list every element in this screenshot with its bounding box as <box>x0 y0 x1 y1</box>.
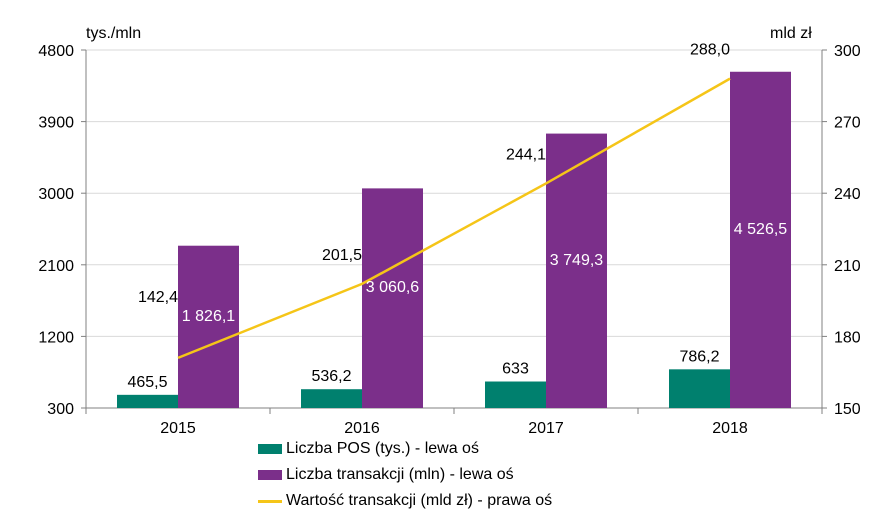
bar-pos <box>669 369 730 408</box>
data-label-transactions: 4 526,5 <box>734 221 787 238</box>
data-label-value: 244,1 <box>506 146 546 163</box>
bar-transactions <box>362 188 423 408</box>
legend-swatch-pos <box>258 444 282 454</box>
data-label-transactions: 3 749,3 <box>550 252 603 269</box>
right-tick-label: 240 <box>834 186 861 203</box>
line-series <box>177 77 731 360</box>
bar-pos <box>301 389 362 408</box>
left-axis-unit: tys./mln <box>86 25 141 42</box>
x-tick-label: 2016 <box>344 420 380 437</box>
bar-transactions <box>178 245 239 408</box>
left-tick-label: 4800 <box>38 43 74 60</box>
left-tick-label: 3900 <box>38 115 74 132</box>
data-label-transactions: 1 826,1 <box>182 308 235 325</box>
legend-item-transactions: Liczba transakcji (mln) - lewa oś <box>258 462 552 488</box>
bar-pos <box>117 394 178 408</box>
legend-item-value: Wartość transakcji (mld zł) - prawa oś <box>258 488 552 514</box>
x-tick-label: 2017 <box>528 420 564 437</box>
data-labels: 465,5 1 826,1 536,2 3 060,6 633 3 749,3 786,2 4… <box>127 42 787 391</box>
right-tick-label: 210 <box>834 258 861 275</box>
data-label-pos: 536,2 <box>311 368 351 385</box>
bar-pos <box>485 381 546 408</box>
axes: 300 1200 2100 3000 3900 4800 150 180 210 240 270 30… <box>38 43 860 437</box>
data-label-transactions: 3 060,6 <box>366 279 419 296</box>
left-tick-label: 2100 <box>38 258 74 275</box>
legend-label-value: Wartość transakcji (mld zł) - prawa oś <box>286 492 553 509</box>
data-label-value: 142,4 <box>138 289 178 306</box>
data-label-pos: 633 <box>502 361 529 378</box>
right-tick-label: 270 <box>834 115 861 132</box>
chart: 300 1200 2100 3000 3900 4800 150 180 210 240 270 30… <box>38 25 860 437</box>
right-axis-unit: mld zł <box>770 25 812 42</box>
right-tick-label: 180 <box>834 329 861 346</box>
x-tick-label: 2018 <box>712 420 748 437</box>
legend-label-transactions: Liczba transakcji (mln) - lewa oś <box>286 466 514 483</box>
legend: Liczba POS (tys.) - lewa oś Liczba trans… <box>258 436 552 514</box>
data-label-value: 288,0 <box>690 42 730 59</box>
legend-swatch-value <box>258 499 282 503</box>
bars <box>117 71 791 408</box>
right-tick-label: 150 <box>834 401 861 418</box>
legend-swatch-transactions <box>258 470 282 480</box>
right-tick-label: 300 <box>834 43 861 60</box>
legend-label-pos: Liczba POS (tys.) - lewa oś <box>286 440 479 457</box>
left-tick-label: 300 <box>47 401 74 418</box>
x-tick-label: 2015 <box>160 420 196 437</box>
data-label-pos: 786,2 <box>679 348 719 365</box>
bar-transactions <box>730 71 791 408</box>
data-label-pos: 465,5 <box>127 374 167 391</box>
line-value <box>177 77 731 360</box>
data-label-value: 201,5 <box>322 247 362 264</box>
bar-transactions <box>546 133 607 408</box>
left-tick-label: 3000 <box>38 186 74 203</box>
left-tick-label: 1200 <box>38 329 74 346</box>
legend-item-pos: Liczba POS (tys.) - lewa oś <box>258 436 552 462</box>
